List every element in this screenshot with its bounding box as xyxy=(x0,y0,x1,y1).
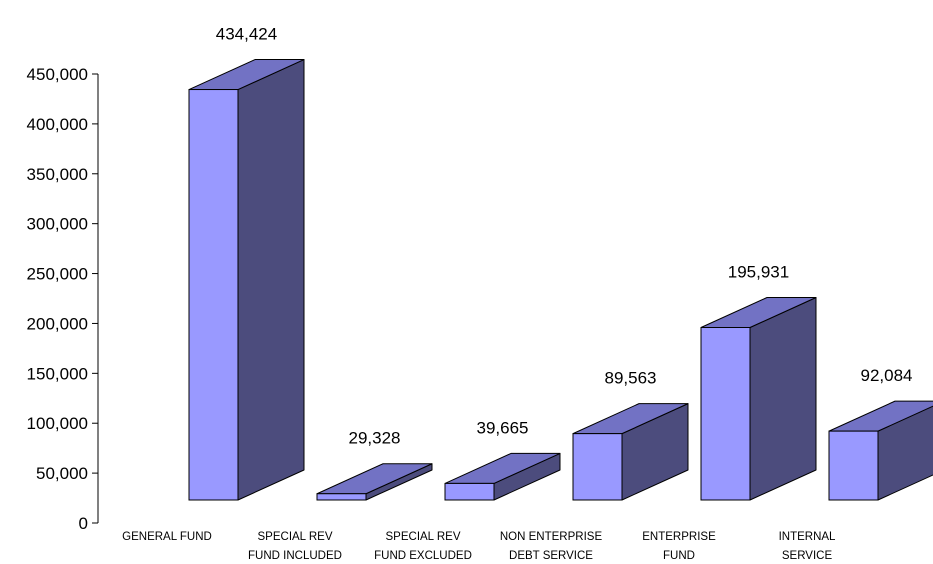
bar xyxy=(700,297,817,501)
x-tick-label: GENERAL FUND xyxy=(122,531,212,543)
x-axis-labels: GENERAL FUND SPECIAL REV FUND INCLUDED SPEC… xyxy=(122,531,836,562)
bar-front-face xyxy=(444,482,495,501)
data-label: 92,084 xyxy=(861,366,913,385)
bar xyxy=(828,400,933,501)
x-tick-label: NON ENTERPRISE DEBT SERVICE xyxy=(500,531,603,562)
x-tick-label: ENTERPRISE FUND xyxy=(642,531,716,562)
y-tick-label: 400,000 xyxy=(27,115,88,134)
x-tick-label: INTERNAL SERVICE xyxy=(779,531,836,562)
bar-front-face xyxy=(572,433,623,501)
bar-front-face xyxy=(828,430,879,501)
y-tick-label: 200,000 xyxy=(27,314,88,333)
bar xyxy=(316,463,433,501)
bar xyxy=(188,59,305,501)
y-axis: 0 50,000 100,000 150,000 200,000 250,000 300,0… xyxy=(27,65,99,533)
data-labels: 434,424 29,328 39,665 89,563 195,931 92,084 xyxy=(216,25,913,448)
y-tick-label: 350,000 xyxy=(27,165,88,184)
y-tick-label: 150,000 xyxy=(27,364,88,383)
y-tick-label: 0 xyxy=(79,514,88,533)
bar xyxy=(572,403,689,501)
bars xyxy=(188,59,933,501)
data-label: 39,665 xyxy=(477,418,529,437)
data-label: 434,424 xyxy=(216,25,277,44)
bar xyxy=(444,452,561,501)
y-tick-label: 300,000 xyxy=(27,215,88,234)
bar-front-face xyxy=(188,89,239,501)
y-tick-label: 450,000 xyxy=(27,65,88,84)
x-tick-label: SPECIAL REV FUND INCLUDED xyxy=(248,531,342,562)
data-label: 89,563 xyxy=(605,369,657,388)
bar-side-face xyxy=(237,59,305,501)
bar-top-face xyxy=(316,463,433,495)
y-tick-label: 100,000 xyxy=(27,414,88,433)
data-label: 195,931 xyxy=(728,263,789,282)
bar-front-face xyxy=(316,493,367,501)
y-tick-label: 50,000 xyxy=(36,464,88,483)
bar-side-face xyxy=(749,297,817,501)
data-label: 29,328 xyxy=(349,429,401,448)
x-tick-label: SPECIAL REV FUND EXCLUDED xyxy=(374,531,472,562)
y-tick-label: 250,000 xyxy=(27,265,88,284)
bar-front-face xyxy=(700,327,751,501)
